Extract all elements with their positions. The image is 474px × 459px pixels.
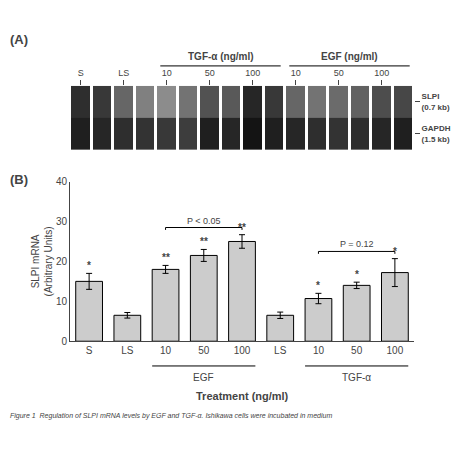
svg-text:(B): (B) [10, 172, 28, 187]
svg-text:50: 50 [205, 68, 215, 78]
svg-text:GAPDH(1.5 kb): GAPDH(1.5 kb) [422, 124, 451, 143]
svg-text:SLPI(0.7 kb): SLPI(0.7 kb) [422, 92, 450, 111]
svg-text:**: ** [162, 252, 170, 263]
svg-text:TGF-α: TGF-α [342, 372, 371, 383]
svg-text:SLPI mRNA(Arbitrary Units): SLPI mRNA(Arbitrary Units) [30, 226, 54, 296]
svg-text:P = 0.12: P = 0.12 [340, 239, 374, 249]
svg-text:Figure 1 Regulation of SLPI m: Figure 1 Regulation of SLPI mRNA levels … [10, 412, 332, 420]
svg-text:LS: LS [121, 345, 134, 356]
svg-text:40: 40 [56, 176, 68, 187]
svg-text:S: S [78, 68, 84, 78]
svg-text:100: 100 [234, 345, 251, 356]
svg-text:LS: LS [118, 68, 129, 78]
svg-text:TGF-α (ng/ml): TGF-α (ng/ml) [188, 51, 254, 62]
svg-text:10: 10 [56, 296, 68, 307]
svg-text:100: 100 [387, 345, 404, 356]
svg-text:P < 0.05: P < 0.05 [187, 216, 221, 226]
svg-text:10: 10 [162, 68, 172, 78]
svg-text:*: * [393, 246, 397, 257]
svg-text:**: ** [238, 222, 246, 233]
svg-text:EGF (ng/ml): EGF (ng/ml) [321, 51, 378, 62]
svg-text:10: 10 [160, 345, 172, 356]
svg-text:LS: LS [274, 345, 287, 356]
svg-text:Treatment (ng/ml): Treatment (ng/ml) [196, 390, 289, 402]
svg-text:50: 50 [351, 345, 363, 356]
svg-text:20: 20 [56, 256, 68, 267]
svg-text:(A): (A) [10, 32, 28, 47]
svg-text:*: * [316, 280, 320, 291]
svg-text:50: 50 [198, 345, 210, 356]
svg-text:0: 0 [61, 336, 67, 347]
svg-text:EGF: EGF [193, 372, 214, 383]
svg-text:10: 10 [291, 68, 301, 78]
svg-text:100: 100 [245, 68, 260, 78]
svg-text:30: 30 [56, 216, 68, 227]
svg-text:*: * [355, 269, 359, 280]
svg-text:S: S [86, 345, 93, 356]
svg-text:*: * [87, 260, 91, 271]
svg-text:**: ** [200, 236, 208, 247]
svg-text:10: 10 [313, 345, 325, 356]
svg-text:50: 50 [334, 68, 344, 78]
svg-text:100: 100 [374, 68, 389, 78]
